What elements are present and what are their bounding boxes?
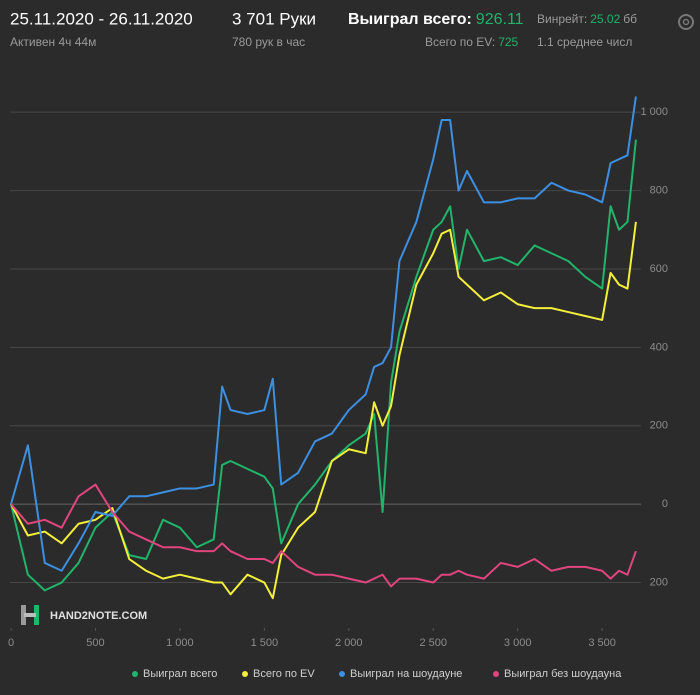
- y-tick-label: 1 000: [640, 106, 668, 118]
- x-tick-label: 2 000: [335, 637, 363, 649]
- series-line: [10, 483, 637, 588]
- settings-icon[interactable]: [678, 14, 694, 30]
- x-tick-label: 1 500: [251, 637, 279, 649]
- logo-mark: [21, 605, 26, 625]
- hands-per-hour: 780 рук в час: [232, 35, 305, 49]
- won-value: 926.11: [476, 11, 524, 28]
- ev-value: 725: [498, 35, 518, 49]
- grid: [10, 111, 641, 584]
- legend-marker: [132, 671, 138, 677]
- y-tick-label: 400: [650, 341, 668, 353]
- logo-mark: [24, 613, 36, 617]
- logo: HAND2NOTE.COM: [21, 605, 147, 625]
- y-tick-label: 0: [662, 498, 668, 510]
- winrate-value: 25.02: [590, 12, 620, 26]
- logo-text: HAND2NOTE.COM: [50, 610, 147, 622]
- legend-marker: [242, 671, 248, 677]
- x-tick-label: 3 500: [588, 637, 616, 649]
- y-tick-label: 200: [650, 576, 668, 588]
- header: 25.11.2020 - 26.11.2020 Активен 4ч 44м 3…: [10, 9, 637, 49]
- winrate: Винрейт: 25.02 бб: [537, 12, 637, 26]
- plot: [10, 96, 637, 600]
- gear-ring[interactable]: [678, 14, 694, 30]
- ev: Всего по EV: 725: [425, 35, 519, 49]
- legend-label: Всего по EV: [253, 668, 315, 680]
- x-tick-label: 3 000: [504, 637, 532, 649]
- x-tick-label: 2 500: [419, 637, 447, 649]
- winrate-unit: бб: [623, 12, 637, 26]
- winrate-label: Винрейт:: [537, 12, 587, 26]
- avg-text: 1.1 среднее числ: [537, 35, 632, 49]
- won-label: Выиграл всего:: [348, 11, 472, 28]
- legend-label: Выиграл на шоудауне: [350, 668, 462, 680]
- x-tick-label: 500: [86, 637, 104, 649]
- legend-label: Выиграл без шоудауна: [504, 668, 622, 680]
- y-tick-label: 800: [650, 184, 668, 196]
- y-tick-label: 600: [650, 263, 668, 275]
- ev-label: Всего по EV:: [425, 35, 495, 49]
- period: 25.11.2020 - 26.11.2020: [10, 9, 193, 28]
- legend-marker: [493, 671, 499, 677]
- legend-marker: [339, 671, 345, 677]
- series-line: [10, 139, 637, 592]
- x-tick-label: 0: [8, 637, 14, 649]
- axes: 200 0 200 400 600 800 1 000 0 500 1 000 1 500 2 000…: [8, 106, 668, 649]
- series-line: [10, 96, 637, 572]
- legend-label: Выиграл всего: [143, 668, 217, 680]
- won: Выиграл всего: 926.11: [348, 11, 524, 28]
- series-line: [10, 221, 637, 600]
- active: Активен 4ч 44м: [10, 35, 96, 49]
- legend: Выиграл всего Всего по EV Выиграл на шоуда…: [132, 668, 622, 680]
- gear-center[interactable]: [682, 18, 690, 26]
- x-tick-label: 1 000: [166, 637, 194, 649]
- hands: 3 701 Руки: [232, 9, 316, 28]
- y-tick-label: 200: [650, 420, 668, 432]
- logo-mark: [34, 605, 39, 625]
